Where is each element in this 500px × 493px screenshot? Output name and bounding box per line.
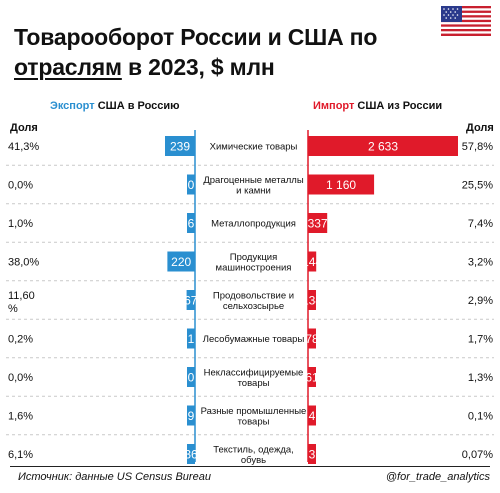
export-header-keyword: Экспорт [50,100,95,112]
import-bar [308,136,458,156]
import-share-label: 0,07% [462,449,493,461]
category-label-line: Текстиль, одежда, [213,444,294,455]
export-bar [187,174,195,195]
import-bar [308,174,375,195]
export-bar [165,136,195,156]
category-label-line: Разные промышленные [201,406,307,417]
export-bar [186,290,195,310]
export-share-line: % [8,303,18,315]
import-share-label: 0,1% [468,411,493,423]
export-value-label: 0 [188,178,195,192]
export-share-label: 0,0% [8,372,33,384]
import-bar [308,444,316,464]
import-value-label: 144 [302,255,322,269]
title-underlined-word: отраслям [14,54,122,80]
import-bar [308,367,316,387]
import-share-label: 1,7% [468,334,493,346]
export-value-label: 1 [188,332,195,346]
import-share-label: 25,5% [462,180,493,192]
chart-title: Товарооборот России и США по отраслям в … [14,22,414,82]
export-value-label: 0 [188,371,195,385]
title-line-1: Товарооборот России и США по [14,24,378,50]
import-bar [308,405,316,426]
export-bar [187,213,195,233]
import-bar [308,328,316,349]
category-label-line: Драгоценные металлы [203,175,304,186]
category-label-line: Неклассифицируемые [204,367,304,378]
export-bar [167,251,195,272]
import-header-rest: США из России [354,100,443,112]
export-share-label: 0,2% [8,334,33,346]
category-label-line: товары [238,416,270,427]
category-label-line: Химические товары [210,142,298,153]
source-note: Источник: данные US Census Bureau [18,471,211,483]
import-value-label: 3 [309,448,316,462]
export-share-line: 11,60 [8,290,35,302]
category-label: Разные промышленные товары [201,406,307,428]
export-share-label: 11,60% [8,290,35,315]
share-label-left: Доля [10,122,38,134]
import-header: Импорт США из России [313,100,442,112]
category-label: Лесобумажные товары [203,334,305,345]
category-label-line: и камни [236,185,271,196]
import-share-label: 1,3% [468,372,493,384]
author-handle: @for_trade_analytics [385,471,490,483]
category-label-line: Продукция [230,252,278,263]
export-value-label: 67 [184,294,198,308]
import-share-label: 57,8% [462,141,493,153]
category-label: Драгоценные металлы и камни [203,175,304,197]
export-value-label: 220 [171,255,191,269]
export-share-label: 6,1% [8,449,33,461]
export-share-label: 1,0% [8,218,33,230]
import-share-label: 3,2% [468,257,493,269]
export-bar [187,444,195,464]
import-header-keyword: Импорт [313,100,355,112]
category-label: Продукция машиностроения [216,252,292,274]
import-value-label: 1 160 [326,178,356,192]
title-rest: в 2023, $ млн [121,54,275,80]
category-label-line: Лесобумажные товары [203,334,305,345]
export-share-label: 38,0% [8,257,39,269]
import-bar [308,213,328,233]
usa-flag-icon [441,6,491,36]
export-bar [187,405,195,426]
export-share-label: 0,0% [8,180,33,192]
export-share-label: 41,3% [8,141,39,153]
share-label-right: Доля [466,122,494,134]
category-label-line: товары [238,378,270,389]
category-label: Текстиль, одежда, обувь [213,444,294,465]
export-value-label: 239 [170,140,190,154]
export-bar [187,328,195,349]
title-line-2: отраслям в 2023, $ млн [14,52,414,82]
export-share-label: 1,6% [8,411,33,423]
category-label-line: Металлопродукция [211,219,296,230]
import-value-label: 2 633 [368,140,398,154]
import-bar [308,251,317,272]
import-value-label: 337 [308,217,328,231]
category-label: Химические товары [210,142,298,153]
import-value-label: 61 [305,371,319,385]
export-bar [187,367,195,387]
import-share-label: 2,9% [468,295,493,307]
export-header-rest: США в Россию [94,100,180,112]
footer: Источник: данные US Census Bureau @for_t… [10,466,490,489]
export-value-label: 6 [188,217,195,231]
category-label-line: Продовольствие и [213,290,294,301]
import-share-label: 7,4% [468,218,493,230]
export-header: Экспорт США в Россию [50,100,180,112]
category-label: Металлопродукция [211,219,296,230]
import-value-label: 4 [309,409,316,423]
import-value-label: 78 [305,332,319,346]
export-value-label: 9 [188,409,195,423]
import-value-label: 134 [302,294,322,308]
category-label: Неклассифицируемые товары [204,367,304,389]
category-label-line: сельхозсырье [223,301,284,312]
export-value-label: 36 [184,448,198,462]
category-label: Продовольствие и сельхозсырье [213,290,294,312]
import-bar [308,290,316,310]
category-label-line: машиностроения [216,262,292,273]
category-label-line: обувь [241,455,266,465]
